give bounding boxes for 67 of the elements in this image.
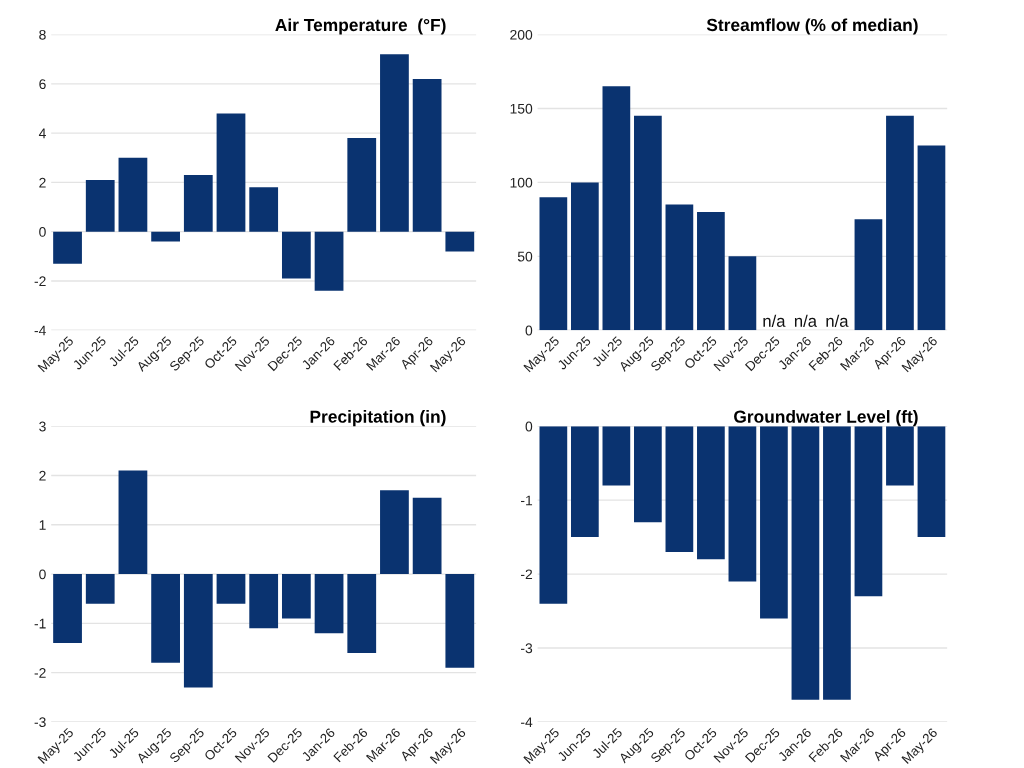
bar: [917, 145, 946, 331]
bar: [571, 182, 599, 331]
bar: [347, 138, 377, 232]
y-tick-label: -4: [521, 717, 533, 727]
bar: [728, 256, 757, 331]
bar: [347, 574, 377, 653]
y-tick-label: 0: [39, 227, 46, 237]
bar: [380, 490, 409, 575]
y-tick-label: -1: [521, 495, 533, 506]
chart-title: Streamflow (% of median): [706, 18, 918, 35]
y-tick-label: 200: [510, 29, 533, 40]
bar: [118, 470, 148, 575]
bar: [886, 115, 914, 331]
y-tick-label: -3: [34, 717, 46, 728]
bar: [249, 574, 279, 629]
y-tick-label: 0: [525, 325, 533, 336]
y-tick-label: 0: [39, 569, 46, 580]
y-tick-label: 100: [510, 177, 533, 188]
y-tick-label: 2: [39, 177, 46, 188]
bar: [85, 179, 115, 232]
bar: [53, 231, 82, 264]
bar: [314, 231, 344, 291]
y-tick-label: 1: [39, 520, 46, 530]
bar: [380, 54, 409, 232]
chart-title: Air Temperature (°F): [275, 18, 446, 35]
bar: [412, 78, 442, 232]
bar: [445, 231, 475, 252]
y-tick-label: 0: [525, 421, 533, 432]
bar: [53, 574, 82, 644]
y-tick-label: -1: [34, 618, 46, 629]
y-tick-label: -2: [34, 667, 46, 678]
y-tick-label: -3: [521, 643, 533, 654]
bar: [697, 211, 725, 331]
bar: [854, 219, 883, 331]
y-tick-label: -2: [521, 569, 533, 580]
y-tick-label: 6: [39, 79, 46, 90]
bar: [118, 157, 148, 232]
bar: [183, 175, 213, 232]
bar: [665, 204, 694, 331]
bar: [634, 115, 662, 331]
text: n/a: [794, 314, 817, 327]
bar: [151, 574, 180, 663]
y-tick-label: 150: [510, 103, 533, 114]
bar: [445, 574, 475, 668]
bar: [314, 574, 344, 634]
bar: [281, 574, 311, 619]
y-tick-label: 4: [38, 128, 46, 139]
chart-title: Groundwater Level (ft): [734, 410, 918, 427]
bar: [249, 187, 279, 232]
bar: [151, 231, 180, 242]
bar: [281, 231, 311, 279]
text: n/a: [763, 314, 786, 327]
bar: [412, 497, 442, 575]
text: n/a: [826, 314, 849, 327]
bar: [85, 574, 115, 604]
y-tick-label: 3: [39, 421, 46, 432]
chart-title: Precipitation (in): [310, 410, 446, 427]
y-tick-label: -4: [34, 325, 46, 336]
bar: [602, 86, 631, 331]
y-tick-label: 8: [39, 29, 46, 40]
bar: [183, 574, 213, 688]
y-tick-label: -2: [34, 276, 46, 286]
y-tick-label: 2: [39, 470, 46, 481]
bar: [216, 113, 246, 232]
y-tick-label: 50: [517, 251, 533, 262]
bar: [539, 197, 568, 331]
bar: [216, 574, 246, 604]
